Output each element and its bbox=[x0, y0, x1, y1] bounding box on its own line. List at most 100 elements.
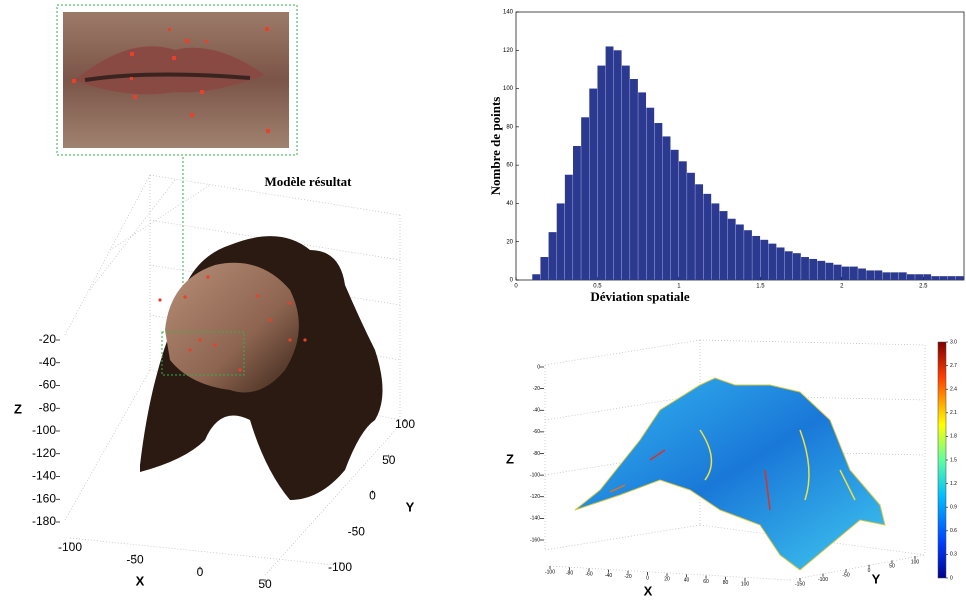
landmarks bbox=[72, 27, 270, 133]
y-tick-label: 0 bbox=[868, 568, 871, 574]
bar bbox=[752, 235, 761, 280]
bar bbox=[630, 79, 638, 280]
x-tick-label: -50 bbox=[126, 553, 144, 567]
y-tick-label: -100 bbox=[818, 577, 828, 583]
x-tick-label: 100 bbox=[741, 581, 750, 587]
bar bbox=[638, 92, 647, 281]
x-tick-label: -40 bbox=[605, 573, 612, 579]
bar bbox=[564, 174, 573, 280]
y-tick-label: 100 bbox=[911, 559, 920, 565]
y-label: Y bbox=[872, 571, 881, 586]
colorbar-tick-label: 1.2 bbox=[950, 481, 957, 487]
bar bbox=[670, 149, 679, 280]
bar bbox=[923, 274, 932, 280]
x-tick-label: 0 bbox=[646, 575, 649, 581]
y-tick-label: 20 bbox=[506, 239, 513, 245]
bar bbox=[809, 258, 818, 280]
y-tick-label: -150 bbox=[795, 581, 805, 587]
bar bbox=[947, 276, 956, 280]
x-tick-label: 60 bbox=[703, 579, 709, 585]
bar bbox=[866, 270, 875, 280]
lip-line bbox=[84, 72, 251, 82]
bar bbox=[703, 193, 712, 280]
bar bbox=[654, 123, 663, 281]
x-tick-label: -60 bbox=[585, 572, 592, 578]
bar bbox=[556, 203, 565, 280]
bar bbox=[695, 184, 704, 280]
plot-title: Modèle résultat bbox=[264, 174, 352, 189]
bar bbox=[776, 247, 785, 280]
bar bbox=[678, 161, 687, 280]
colorbar-tick-label: 0 bbox=[950, 575, 953, 581]
z-tick-label: -180 bbox=[32, 514, 56, 528]
x-tick-label: 1 bbox=[677, 284, 681, 290]
z-label: Z bbox=[506, 451, 514, 466]
z-tick-label: -160 bbox=[530, 537, 540, 543]
bar bbox=[589, 88, 598, 280]
bar bbox=[955, 276, 964, 280]
y-tick-label: 100 bbox=[503, 86, 514, 92]
y-tick-label: -100 bbox=[328, 560, 352, 574]
y-tick-label: 100 bbox=[395, 417, 415, 431]
colorbar-tick-label: 0.6 bbox=[950, 528, 957, 534]
z-tick-label: -60 bbox=[39, 378, 57, 392]
bar bbox=[540, 257, 549, 280]
bar bbox=[874, 270, 883, 280]
bar bbox=[882, 272, 891, 280]
x-label: X bbox=[136, 573, 145, 588]
x-tick-label: 2 bbox=[840, 284, 844, 290]
bar bbox=[817, 260, 826, 280]
bar bbox=[825, 262, 834, 280]
y-tick-label: 60 bbox=[506, 163, 513, 169]
lips bbox=[75, 46, 265, 95]
bar bbox=[939, 276, 948, 280]
bar bbox=[792, 253, 801, 280]
z-tick-label: -100 bbox=[530, 472, 540, 478]
bar bbox=[687, 172, 695, 280]
bar bbox=[906, 274, 915, 280]
z-tick-label: -160 bbox=[32, 491, 56, 505]
bar bbox=[581, 117, 590, 281]
z-tick-label: -120 bbox=[32, 446, 56, 460]
y-tick-label: 120 bbox=[503, 48, 514, 54]
mouth-box bbox=[161, 331, 245, 376]
colorbar-tick-label: 2.1 bbox=[950, 410, 957, 416]
face-skin bbox=[165, 262, 299, 393]
bar bbox=[858, 268, 866, 280]
bar bbox=[605, 46, 614, 281]
y-tick-label: -50 bbox=[842, 573, 849, 579]
inset-frame bbox=[56, 4, 298, 156]
bar bbox=[613, 50, 622, 281]
bar bbox=[801, 257, 809, 280]
bar bbox=[646, 107, 655, 280]
y-label: Y bbox=[406, 499, 415, 514]
bar bbox=[621, 65, 630, 280]
x-tick-label: 20 bbox=[664, 577, 670, 583]
bar bbox=[760, 239, 769, 280]
y-tick-label: 0 bbox=[510, 278, 514, 284]
x-tick-label: -80 bbox=[566, 571, 573, 577]
colorbar-tick-label: 1.5 bbox=[950, 457, 957, 463]
x-tick-label: -100 bbox=[545, 569, 555, 575]
z-tick-label: -60 bbox=[533, 429, 540, 435]
error-surface bbox=[574, 377, 886, 571]
bar bbox=[532, 274, 541, 280]
bar bbox=[841, 266, 850, 280]
x-tick-label: 40 bbox=[684, 578, 690, 584]
bar bbox=[735, 224, 744, 280]
y-tick-label: -50 bbox=[348, 524, 366, 538]
z-label: Z bbox=[14, 401, 22, 416]
z-tick-label: -140 bbox=[530, 516, 540, 522]
bar bbox=[898, 272, 907, 280]
face-landmarks bbox=[158, 275, 307, 372]
y-tick-label: 50 bbox=[382, 453, 396, 467]
y-tick-label: 0 bbox=[369, 489, 376, 503]
z-tick-label: -140 bbox=[32, 469, 56, 483]
z-tick-label: -40 bbox=[533, 408, 540, 414]
bar bbox=[711, 203, 720, 280]
z-tick-label: -20 bbox=[533, 386, 540, 392]
y-tick-label: 40 bbox=[506, 201, 513, 207]
colorbar bbox=[937, 341, 947, 579]
x-tick-label: 0 bbox=[197, 565, 204, 579]
x-tick-label: -100 bbox=[58, 540, 82, 554]
